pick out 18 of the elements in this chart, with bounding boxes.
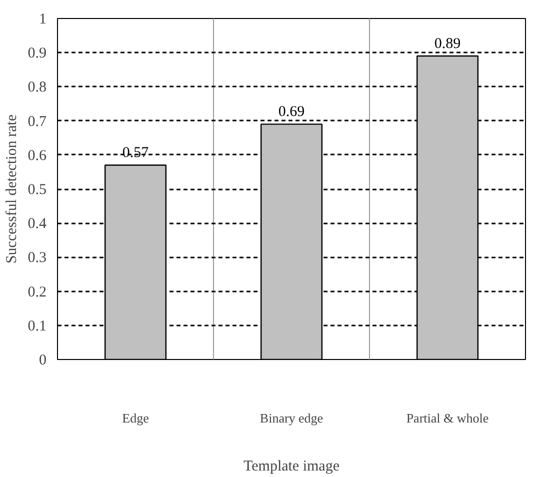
x-tick-label: Binary edge (260, 410, 324, 426)
y-axis-title: Successful detection rate (4, 114, 20, 264)
y-tick-label: 0 (39, 352, 46, 368)
y-tick-label: 0.7 (28, 114, 47, 130)
x-tick-label: Partial & whole (406, 410, 489, 426)
y-tick-label: 0.5 (28, 182, 46, 198)
y-tick-label: 0.9 (28, 46, 46, 62)
y-tick-label: 0.1 (28, 318, 46, 334)
data-label: 0.89 (434, 36, 461, 52)
y-tick-label: 0.6 (28, 148, 47, 164)
y-tick-label: 0.8 (28, 80, 46, 96)
y-tick-label: 0.3 (28, 250, 46, 266)
x-axis-title: Template image (244, 458, 340, 474)
x-tick-label: Edge (122, 410, 150, 426)
y-tick-label: 1 (39, 12, 46, 28)
y-tick-label: 0.2 (28, 284, 46, 300)
y-tick-label: 0.4 (28, 216, 47, 232)
data-label: 0.69 (278, 104, 305, 120)
